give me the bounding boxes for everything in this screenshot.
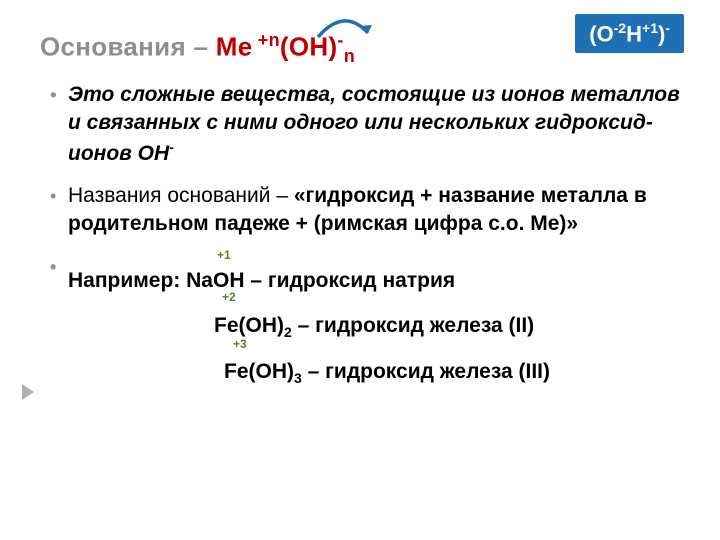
badge-outer-minus: - <box>665 20 670 36</box>
title-sub-n: n <box>344 46 355 66</box>
example-3: Fe(OH)3 – гидроксид железа (III) <box>68 358 680 388</box>
title-me-charge: +n <box>252 30 279 50</box>
ex2-fe: Fe <box>214 314 239 337</box>
ex2-name: – гидроксид железа (II) <box>292 314 534 337</box>
ex1-na: Na <box>186 269 213 292</box>
badge-H: H <box>626 21 642 46</box>
ox-state-1: +1 <box>217 248 231 262</box>
ex2-sub: 2 <box>284 324 292 340</box>
naming-prefix: Названия оснований – <box>68 184 294 207</box>
definition-oh-minus: - <box>169 139 174 155</box>
example-1: Например: NaOH – гидроксид натрия <box>68 267 680 295</box>
example-2: Fe(OH)2 – гидроксид железа (II) <box>68 312 680 342</box>
ex1-oh: OH <box>213 269 245 292</box>
next-slide-icon[interactable] <box>22 384 34 400</box>
badge-O-charge: -2 <box>614 20 626 36</box>
title-prefix: Основания – <box>40 32 216 62</box>
definition-text: Это сложные вещества, состоящие из ионов… <box>68 83 680 165</box>
badge-O: O <box>597 21 614 46</box>
title-me: Me <box>216 32 253 62</box>
badge-H-charge: +1 <box>642 20 658 36</box>
ex2-oh: (OH) <box>239 314 285 337</box>
ex3-oh: (OH) <box>249 360 295 383</box>
ex-label: Например: <box>68 269 186 292</box>
ex1-name: – гидроксид натрия <box>245 269 456 292</box>
badge-open: ( <box>589 21 596 46</box>
bullet-definition: Это сложные вещества, состоящие из ионов… <box>50 81 680 168</box>
ox-state-2: +2 <box>222 290 236 304</box>
slide: (O-2H+1)- Основания – Me +n(OH)-n Это сл… <box>0 0 720 422</box>
curved-arrow-icon <box>310 13 380 41</box>
bullet-list: Это сложные вещества, состоящие из ионов… <box>40 81 680 388</box>
ex3-fe: Fe <box>224 360 249 383</box>
bullet-naming: Названия оснований – «гидроксид + назван… <box>50 182 680 239</box>
bullet-examples: +1 Например: NaOH – гидроксид натрия +2 … <box>50 253 680 389</box>
ox-state-3: +3 <box>233 337 247 351</box>
ex3-sub: 3 <box>294 370 302 386</box>
oh-ion-badge: (O-2H+1)- <box>575 14 684 53</box>
ex3-name: – гидроксид железа (III) <box>302 360 550 383</box>
